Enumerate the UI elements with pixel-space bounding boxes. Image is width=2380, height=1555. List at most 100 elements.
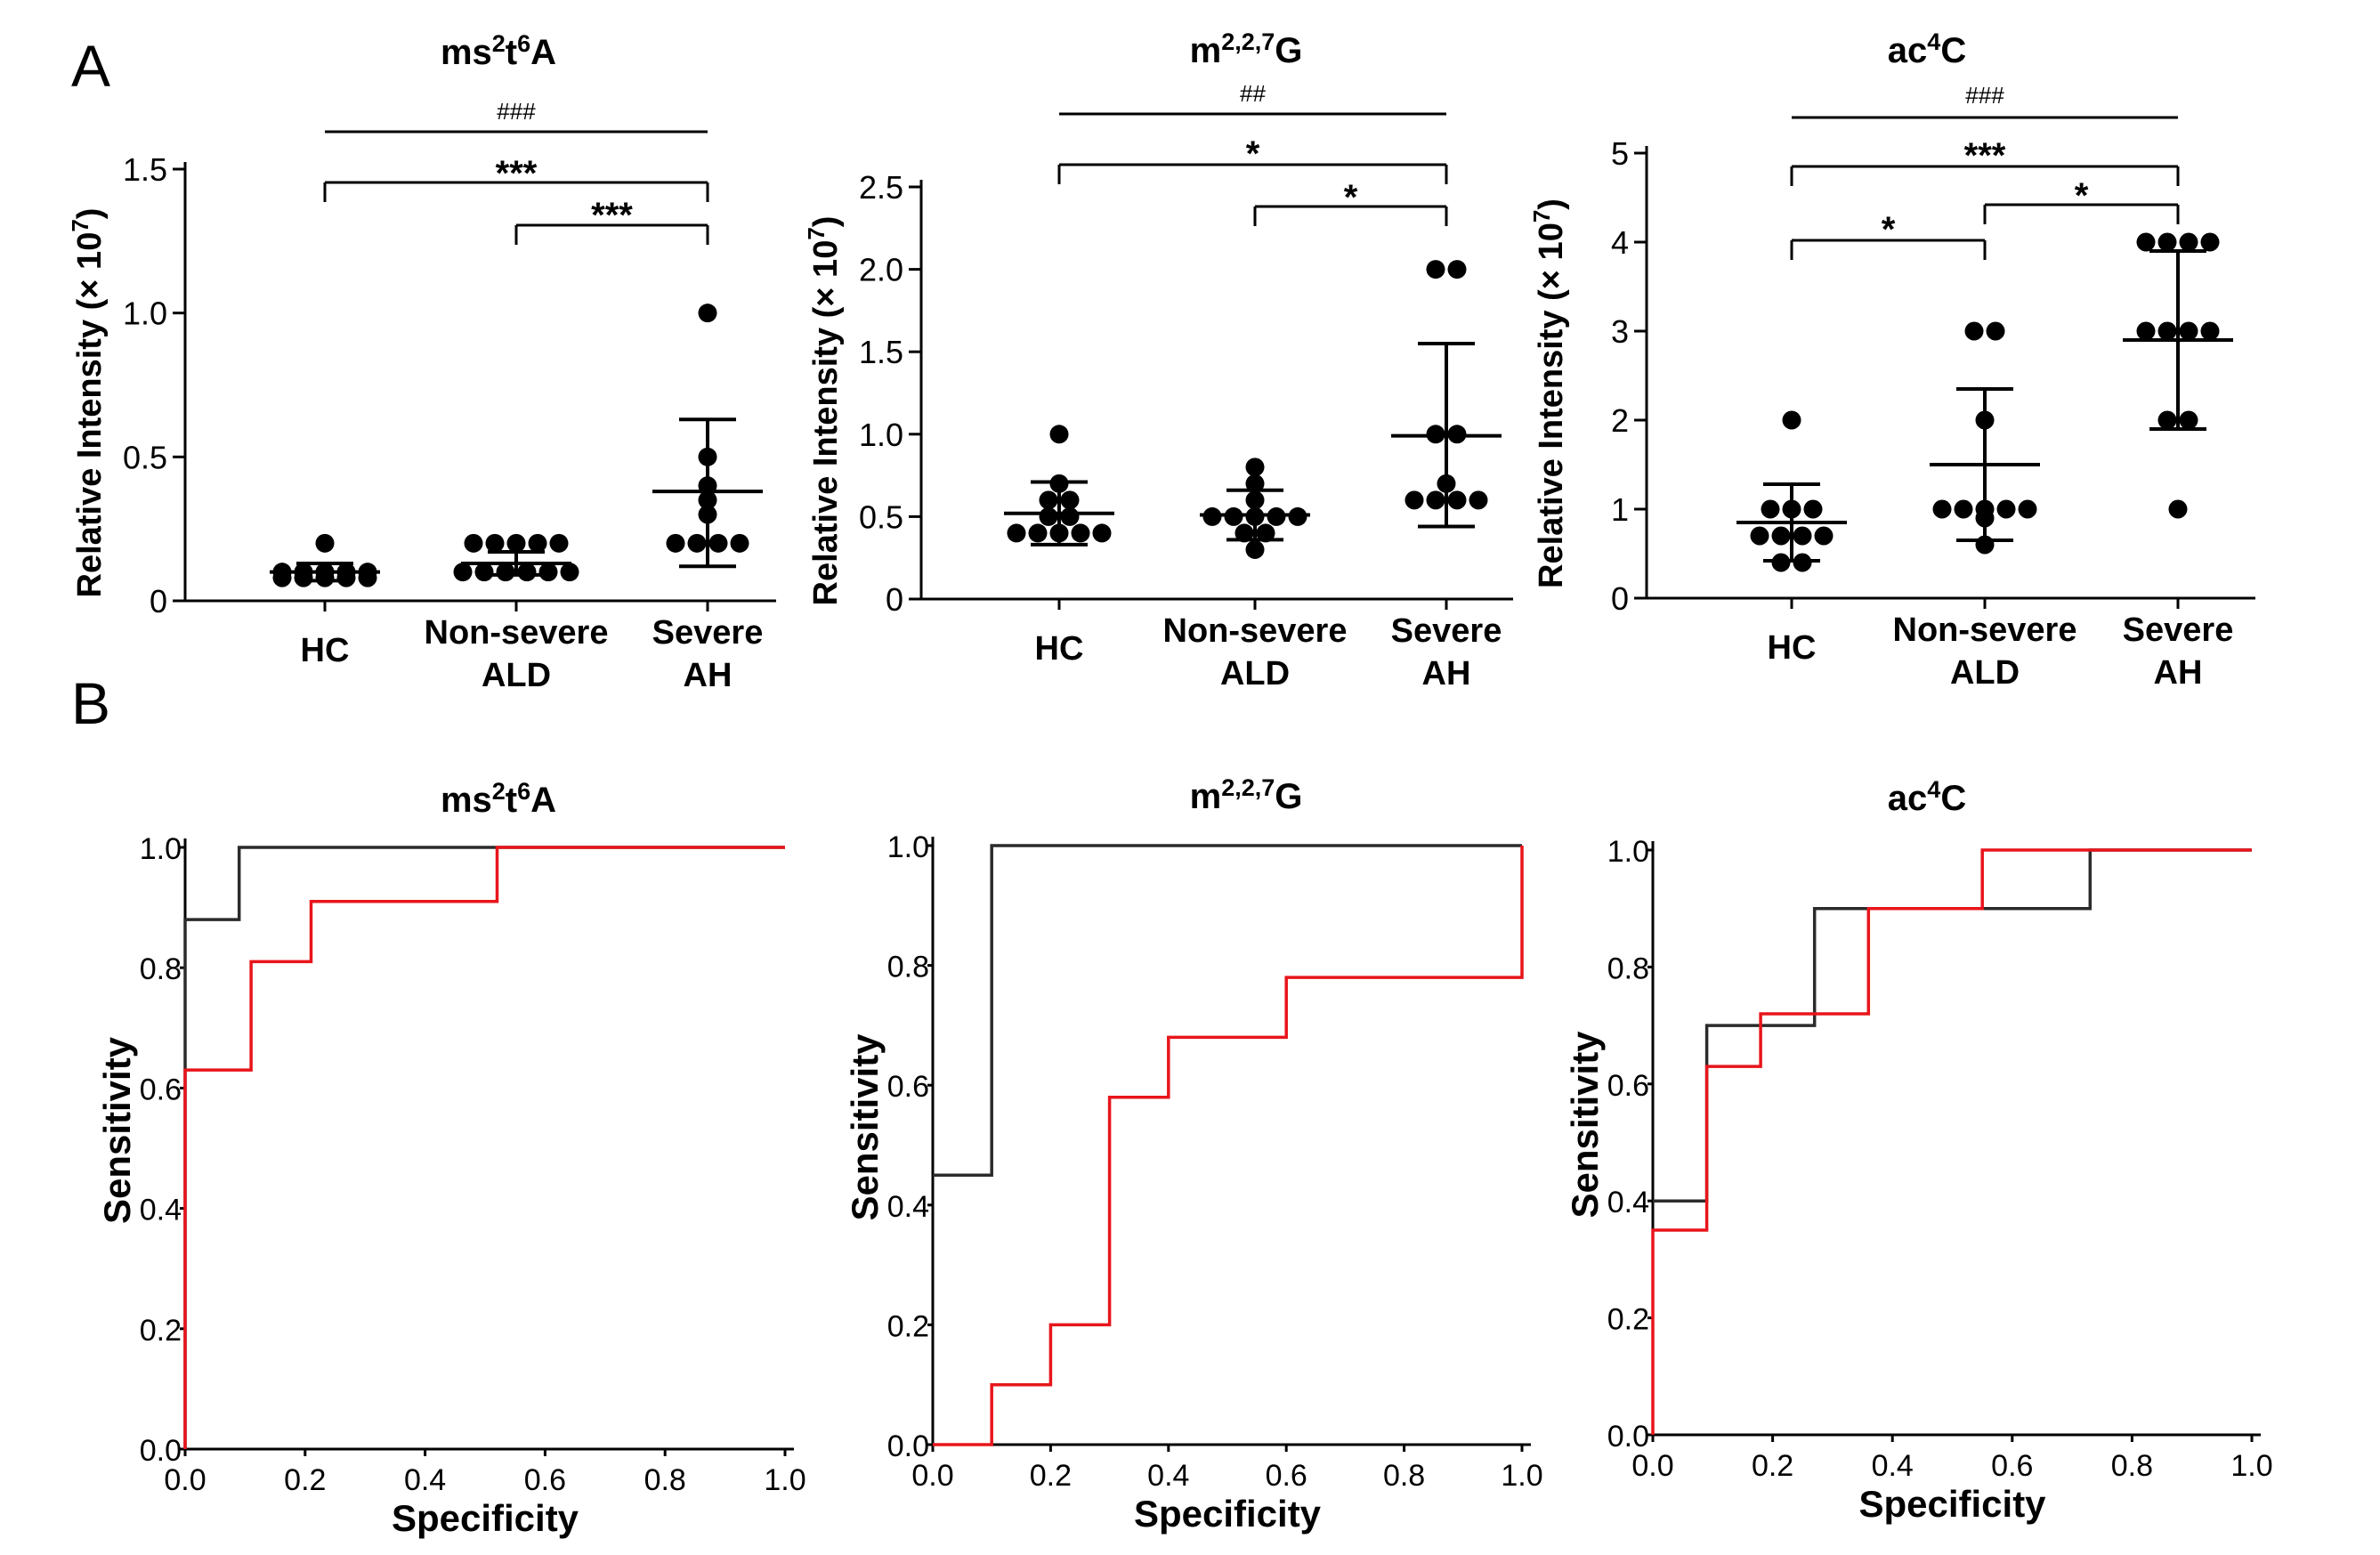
data-point <box>1932 499 1952 519</box>
data-point <box>2136 232 2156 252</box>
y-tick-label: 0.4 <box>140 1194 182 1227</box>
data-point <box>2179 232 2198 252</box>
roc-title: ms2t6A <box>441 778 556 820</box>
roc-plot-1: 0.0 0.2 0.4 0.6 0.8 1.0 0.0 0.2 0.4 0.6 0.8 1.0 Spec… <box>96 832 806 1539</box>
significance-label: *** <box>591 196 633 235</box>
y-tick-label: 0.4 <box>887 1190 929 1224</box>
data-point <box>1469 490 1488 510</box>
y-tick-label: 1.0 <box>1607 835 1649 869</box>
data-point <box>1256 523 1275 543</box>
roc-title: m2,2,7G <box>1190 774 1303 816</box>
panel-label-b: B <box>71 670 111 736</box>
x-tick-label: 0.6 <box>1991 1449 2033 1483</box>
y-tick-label: 0 <box>1611 580 1629 617</box>
data-point <box>464 533 483 553</box>
y-tick-label: 0.8 <box>140 952 182 986</box>
data-point <box>1405 490 1424 510</box>
roc-curve-black <box>933 844 1522 1177</box>
data-point <box>1447 490 1467 510</box>
data-point <box>1996 499 2016 519</box>
dotplot-title: ms2t6A <box>441 30 556 72</box>
x-axis-label: Specificity <box>1134 1493 1322 1535</box>
data-point <box>560 563 579 582</box>
x-tick-label-ah: AH <box>2154 654 2203 692</box>
dotplot-1: 0 0.5 1.0 1.5 HC Non-severe ALD Severe AH ### *** *… <box>123 98 776 694</box>
y-tick-label: 0 <box>150 583 167 620</box>
data-point <box>1782 410 1801 430</box>
y-tick-label: 1.0 <box>140 832 182 866</box>
data-point <box>1964 321 1984 341</box>
y-tick-label: 1.5 <box>123 151 167 188</box>
x-tick-label-nonsevere: Non-severe <box>425 614 609 652</box>
data-point <box>2179 410 2198 430</box>
x-tick-label: 1.0 <box>764 1463 805 1497</box>
data-point <box>2168 499 2188 519</box>
y-tick-label: 1.0 <box>123 296 167 332</box>
data-point <box>1954 499 1973 519</box>
y-tick-label: 0.0 <box>140 1434 182 1468</box>
data-point <box>315 533 335 553</box>
data-point <box>2157 410 2177 430</box>
x-tick-label: 1.0 <box>1501 1459 1542 1493</box>
data-point <box>538 563 558 582</box>
data-point <box>1235 523 1254 543</box>
y-tick-label: 0.8 <box>887 951 929 984</box>
y-tick-label: 0.0 <box>1607 1420 1649 1454</box>
data-point <box>1761 499 1780 519</box>
panel-label-a: A <box>71 33 111 99</box>
y-tick-label: 5 <box>1611 135 1629 172</box>
x-tick-label: 0.0 <box>911 1459 953 1493</box>
x-tick-label: 0.4 <box>404 1463 446 1497</box>
x-tick-label: 0.4 <box>1147 1459 1189 1493</box>
data-point <box>687 533 707 553</box>
data-point <box>1426 490 1445 510</box>
x-tick-label: 0.0 <box>1631 1449 1673 1483</box>
x-tick-label: 0.2 <box>1030 1459 1072 1493</box>
data-point <box>708 533 728 553</box>
roc-curve-black <box>183 846 785 1449</box>
significance-label: * <box>1344 178 1358 217</box>
data-point <box>517 563 537 582</box>
data-point <box>1039 506 1058 526</box>
y-tick-label: 0.2 <box>1607 1303 1649 1337</box>
x-tick-label-hc: HC <box>1035 630 1084 668</box>
y-tick-label: 2.5 <box>859 169 903 206</box>
data-point <box>2200 321 2220 341</box>
data-point <box>2018 499 2037 519</box>
y-axis-label: Relative Intensity (× 107) <box>1528 198 1570 588</box>
y-tick-label: 1 <box>1611 491 1629 528</box>
data-point <box>1245 539 1265 559</box>
x-tick-label: 0.6 <box>1266 1459 1307 1493</box>
data-point <box>2157 321 2177 341</box>
x-tick-label-ah: AH <box>684 657 733 694</box>
significance-label: * <box>1882 210 1896 249</box>
data-point <box>1426 260 1445 279</box>
data-point <box>1028 523 1048 543</box>
dotplot-title: ac4C <box>1888 28 1966 70</box>
data-point <box>506 533 526 553</box>
data-point <box>453 563 473 582</box>
y-tick-label: 0.0 <box>887 1429 929 1463</box>
x-tick-label-ald: ALD <box>1220 655 1290 692</box>
x-tick-label: 0.0 <box>164 1463 206 1497</box>
roc-curve-red <box>933 846 1524 1446</box>
y-axis-label: Sensitivity <box>1564 1031 1606 1219</box>
data-point <box>1803 499 1823 519</box>
y-tick-label: 4 <box>1611 224 1629 261</box>
x-tick-label-nonsevere: Non-severe <box>1893 611 2077 649</box>
x-tick-label: 0.2 <box>284 1463 326 1497</box>
x-tick-label-nonsevere: Non-severe <box>1163 612 1348 650</box>
y-tick-label: 1.5 <box>859 334 903 370</box>
x-tick-label-hc: HC <box>1768 629 1817 667</box>
data-point <box>1007 523 1026 543</box>
x-tick-label: 0.8 <box>1383 1459 1425 1493</box>
roc-curve-black <box>1653 848 2252 1203</box>
data-point <box>2200 232 2220 252</box>
data-point <box>1071 523 1090 543</box>
data-point <box>666 533 685 553</box>
roc-curve-red <box>1651 848 2252 1435</box>
roc-title: ac4C <box>1888 776 1966 818</box>
data-point <box>549 533 569 553</box>
data-point <box>730 533 749 553</box>
